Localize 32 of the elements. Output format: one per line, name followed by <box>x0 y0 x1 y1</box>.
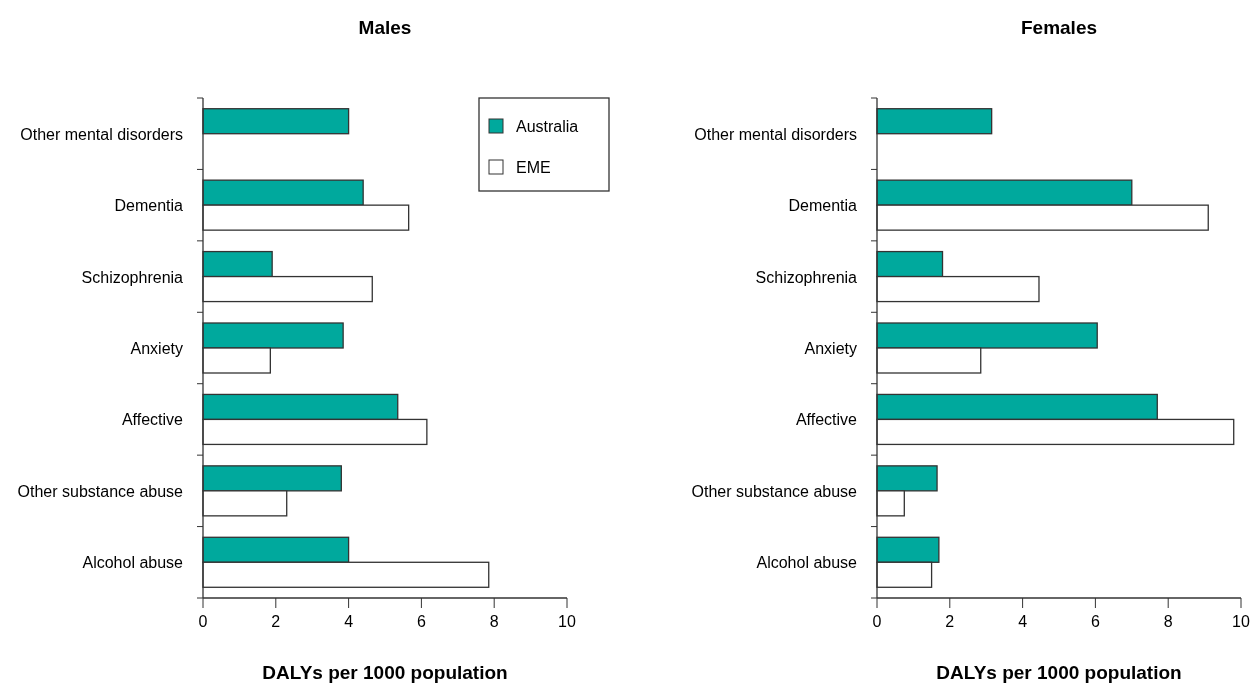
x-tick-label: 4 <box>1018 613 1028 630</box>
y-tick-label: Other mental disorders <box>694 125 857 143</box>
y-tick-label: Anxiety <box>804 340 857 357</box>
x-tick-label: 10 <box>1232 613 1250 630</box>
x-tick-label: 0 <box>198 613 208 630</box>
y-tick-label: Affective <box>795 411 858 429</box>
chart-title: Females <box>1020 17 1098 38</box>
y-tick-label: Dementia <box>114 197 184 215</box>
x-tick-label: 10 <box>558 613 576 630</box>
x-axis-title: DALYs per 1000 population <box>936 662 1182 683</box>
y-tick-label: Anxiety <box>130 340 183 357</box>
x-tick-label: 6 <box>416 613 426 630</box>
chart-title: Males <box>358 17 412 38</box>
legend-label: EME <box>516 159 551 176</box>
y-tick-label: Alcohol abuse <box>82 554 184 572</box>
y-tick-label: Alcohol abuse <box>756 554 858 572</box>
x-axis-title: DALYs per 1000 population <box>262 662 508 683</box>
x-tick-label: 2 <box>945 613 955 630</box>
x-tick-label: 4 <box>344 613 354 630</box>
y-tick-label: Other mental disorders <box>20 125 183 143</box>
x-tick-label: 8 <box>1163 613 1173 630</box>
y-tick-label: Affective <box>121 411 184 429</box>
y-tick-label: Other substance abuse <box>691 482 858 500</box>
y-tick-label: Schizophrenia <box>755 268 858 286</box>
x-tick-label: 8 <box>489 613 499 630</box>
x-tick-label: 2 <box>271 613 281 630</box>
x-tick-label: 6 <box>1090 613 1100 630</box>
y-tick-label: Dementia <box>788 197 858 215</box>
legend-label: Australia <box>516 118 579 135</box>
y-tick-label: Schizophrenia <box>81 268 184 286</box>
y-tick-label: Other substance abuse <box>17 482 184 500</box>
x-tick-label: 0 <box>872 613 882 630</box>
